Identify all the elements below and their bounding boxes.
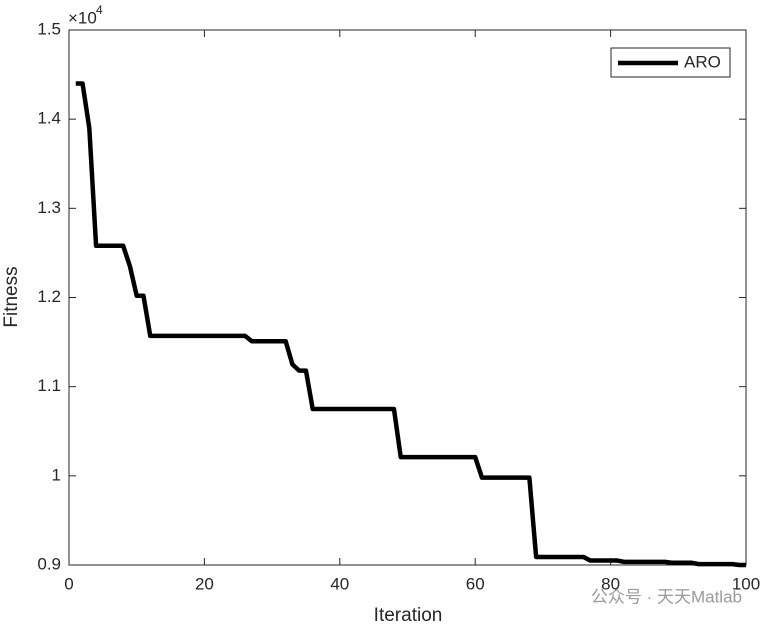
y-axis-label: Fitness [1, 266, 22, 327]
y-exponent-base: ×10 [68, 8, 97, 27]
watermark: 公众号 · 天天Matlab [591, 587, 742, 606]
y-tick-label: 1.3 [37, 198, 61, 217]
y-exponent: 4 [96, 3, 103, 17]
x-tick-label: 20 [195, 574, 214, 593]
x-axis-label: Iteration [374, 605, 443, 626]
x-tick-label: 60 [466, 574, 485, 593]
y-tick-label: 1.2 [37, 287, 61, 306]
y-tick-label: 1.1 [37, 376, 61, 395]
plot-area [68, 29, 747, 566]
x-tick-label: 100 [732, 574, 760, 593]
y-tick-label: 1.4 [37, 109, 61, 128]
line [75, 81, 746, 568]
y-tick-label: 0.9 [37, 554, 61, 573]
x-tick-label: 40 [330, 574, 349, 593]
y-tick-label: 1 [52, 465, 61, 484]
y-tick-label: 1.5 [37, 19, 61, 38]
legend-label: ARO [684, 52, 721, 71]
x-tick-label: 80 [601, 574, 620, 593]
x-tick-label: 0 [64, 574, 73, 593]
